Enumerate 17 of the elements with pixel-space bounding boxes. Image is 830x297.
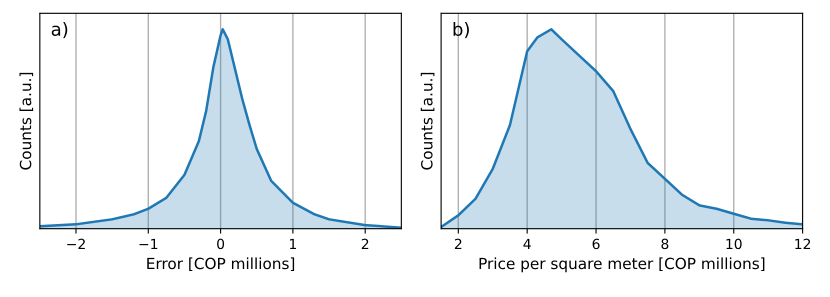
x-tick-label: 0 [217, 238, 224, 250]
x-tick-label: 1 [290, 238, 296, 249]
x-tick-label: 12 [795, 238, 810, 249]
x-tick-label: 6 [592, 238, 600, 250]
annotation: b) [454, 22, 469, 38]
x-tick-label: 10 [726, 238, 742, 250]
y-axis-title: Counts [a.u.] [20, 72, 34, 170]
x-axis-title: Error [COP millions] [147, 257, 294, 272]
x-tick-label: 2 [362, 238, 368, 249]
x-axis-title: Price per square meter [COP millions] [480, 257, 764, 272]
annotation: a) [52, 22, 68, 38]
x-tick-label: −1 [140, 238, 158, 249]
x-tick-label: 4 [523, 238, 531, 249]
x-tick-label: 8 [661, 238, 668, 250]
y-axis-title: Counts [a.u.] [420, 72, 434, 170]
x-tick-label: −2 [67, 238, 85, 249]
x-tick-label: 2 [454, 238, 462, 249]
